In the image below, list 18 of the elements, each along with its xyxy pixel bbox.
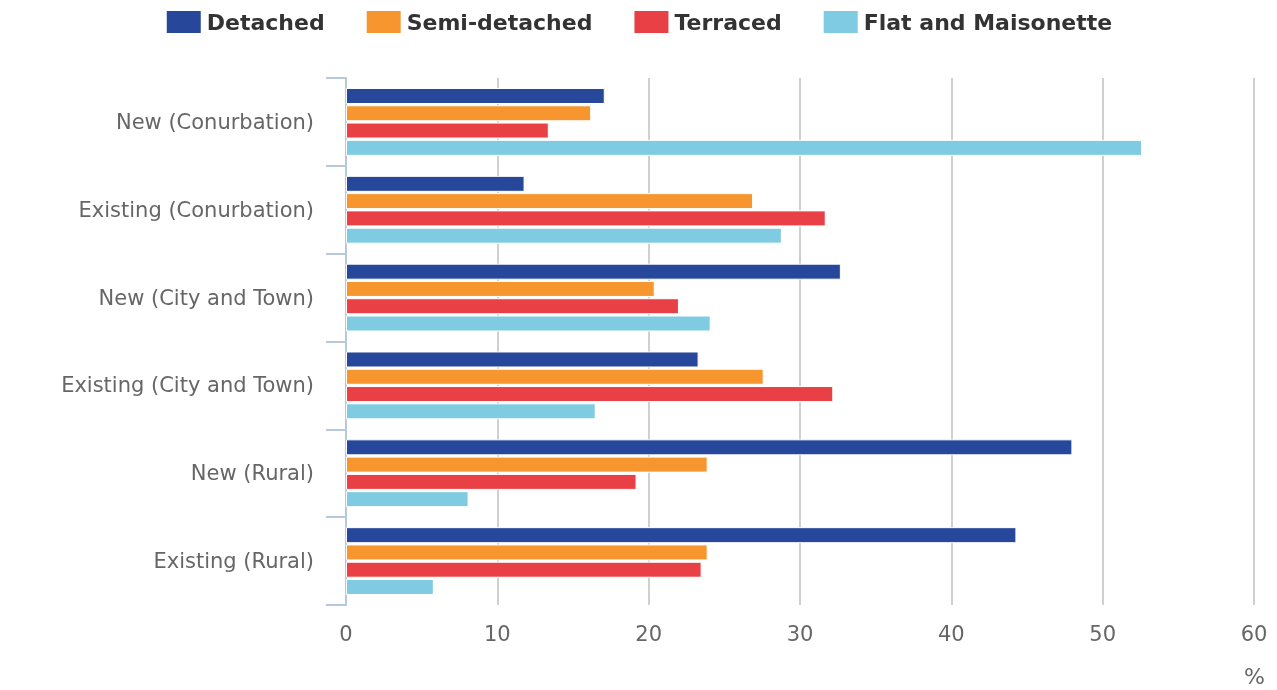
x-tick-label: 60 [1240, 621, 1268, 646]
y-tick-label: Existing (City and Town) [61, 373, 314, 398]
y-tick-label: New (Rural) [190, 461, 314, 486]
y-tick-label: Existing (Conurbation) [78, 197, 314, 222]
x-tick-label: 20 [635, 621, 663, 646]
legend-label: Semi-detached [406, 9, 593, 35]
x-tick-label: 0 [339, 621, 353, 646]
x-tick-label: 30 [786, 621, 814, 646]
legend-label: Flat and Maisonette [863, 9, 1113, 35]
y-tick-label: New (Conurbation) [115, 109, 314, 134]
y-tick-label: Existing (Rural) [153, 549, 314, 574]
x-tick-label: 10 [483, 621, 511, 646]
x-tick-label: 40 [937, 621, 965, 646]
x-axis-title: % [1244, 663, 1265, 689]
legend-label: Terraced [674, 9, 782, 35]
y-tick-label: New (City and Town) [98, 285, 314, 310]
x-tick-label: 50 [1089, 621, 1117, 646]
legend-label: Detached [206, 9, 325, 35]
